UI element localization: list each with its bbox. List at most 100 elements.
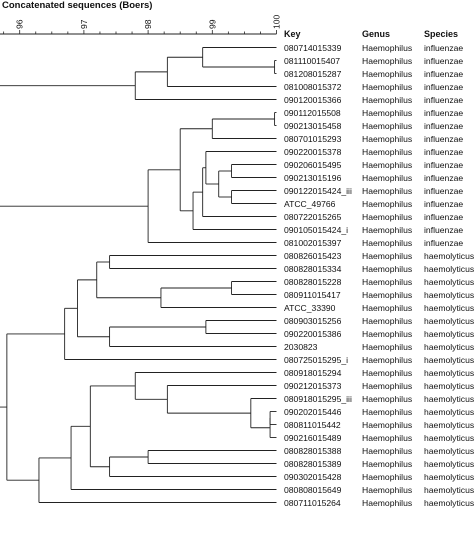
table-row: 080918015295_iii Haemophilus haemolyticus xyxy=(0,394,474,407)
table-row: 090213015196 Haemophilus influenzae xyxy=(0,173,474,186)
table-row: 090220015386 Haemophilus haemolyticus xyxy=(0,329,474,342)
cell-key: 081208015287 xyxy=(284,68,342,79)
cell-key: 080711015264 xyxy=(284,497,341,508)
cell-key: 080701015293 xyxy=(284,133,342,144)
cell-key: 080918015295_iii xyxy=(284,393,352,404)
cell-genus: Haemophilus xyxy=(362,393,413,404)
header-key: Key xyxy=(284,29,301,39)
axis-tick-label: 97 xyxy=(79,19,89,29)
table-row: 080918015294 Haemophilus haemolyticus xyxy=(0,368,474,381)
table-row: 090216015489 Haemophilus haemolyticus xyxy=(0,433,474,446)
table-row: ATCC_49766 Haemophilus influenzae xyxy=(0,199,474,212)
cell-genus: Haemophilus xyxy=(362,289,413,300)
cell-key: 090112015508 xyxy=(284,107,341,118)
table-row: 080903015256 Haemophilus haemolyticus xyxy=(0,316,474,329)
cell-genus: Haemophilus xyxy=(362,484,413,495)
cell-genus: Haemophilus xyxy=(362,172,413,183)
table-row: 080828015388 Haemophilus haemolyticus xyxy=(0,446,474,459)
table-row: 090212015373 Haemophilus haemolyticus xyxy=(0,381,474,394)
cell-genus: Haemophilus xyxy=(362,120,413,131)
table-row: 080811015442 Haemophilus haemolyticus xyxy=(0,420,474,433)
cell-species: influenzae xyxy=(424,211,464,222)
cell-genus: Haemophilus xyxy=(362,107,413,118)
cell-key: 080903015256 xyxy=(284,315,342,326)
table-row: 080701015293 Haemophilus influenzae xyxy=(0,134,474,147)
cell-genus: Haemophilus xyxy=(362,367,413,378)
cell-species: influenzae xyxy=(424,146,464,157)
axis-tick-label: 100 xyxy=(272,15,282,29)
cell-genus: Haemophilus xyxy=(362,445,413,456)
cell-key: 080828015334 xyxy=(284,263,342,274)
cell-genus: Haemophilus xyxy=(362,354,413,365)
cell-genus: Haemophilus xyxy=(362,276,413,287)
cell-species: haemolyticus xyxy=(424,458,474,469)
cell-genus: Haemophilus xyxy=(362,419,413,430)
table-row: 090120015366 Haemophilus influenzae xyxy=(0,95,474,108)
cell-genus: Haemophilus xyxy=(362,237,413,248)
cell-key: 080828015388 xyxy=(284,445,342,456)
cell-species: influenzae xyxy=(424,42,464,53)
cell-species: haemolyticus xyxy=(424,406,474,417)
table-row: 080911015417 Haemophilus haemolyticus xyxy=(0,290,474,303)
cell-species: haemolyticus xyxy=(424,367,474,378)
cell-genus: Haemophilus xyxy=(362,432,413,443)
cell-genus: Haemophilus xyxy=(362,55,413,66)
table-row: 080828015334 Haemophilus haemolyticus xyxy=(0,264,474,277)
cell-genus: Haemophilus xyxy=(362,341,413,352)
cell-genus: Haemophilus xyxy=(362,263,413,274)
cell-species: influenzae xyxy=(424,55,464,66)
table-row: 080722015265 Haemophilus influenzae xyxy=(0,212,474,225)
cell-key: 081008015372 xyxy=(284,81,342,92)
cell-genus: Haemophilus xyxy=(362,250,413,261)
cell-species: haemolyticus xyxy=(424,497,474,508)
dendrogram-branches xyxy=(0,47,277,503)
cell-key: ATCC_33390 xyxy=(284,302,336,313)
cell-species: haemolyticus xyxy=(424,276,474,287)
table-row: 081008015372 Haemophilus influenzae xyxy=(0,82,474,95)
table-row: ATCC_33390 Haemophilus haemolyticus xyxy=(0,303,474,316)
cell-genus: Haemophilus xyxy=(362,133,413,144)
cell-genus: Haemophilus xyxy=(362,146,413,157)
cell-key: 090122015424_iii xyxy=(284,185,352,196)
cell-species: influenzae xyxy=(424,237,464,248)
cell-genus: Haemophilus xyxy=(362,302,413,313)
axis-tick-label: 99 xyxy=(207,19,217,29)
cell-species: haemolyticus xyxy=(424,289,474,300)
cell-species: haemolyticus xyxy=(424,419,474,430)
axis-tick-label: 96 xyxy=(15,19,25,29)
cell-key: 080828015228 xyxy=(284,276,342,287)
table-row: 080725015295_i Haemophilus haemolyticus xyxy=(0,355,474,368)
cell-key: 090212015373 xyxy=(284,380,342,391)
cell-genus: Haemophilus xyxy=(362,328,413,339)
cell-species: haemolyticus xyxy=(424,380,474,391)
table-row: 090105015424_i Haemophilus influenzae xyxy=(0,225,474,238)
table-row: 081110015407 Haemophilus influenzae xyxy=(0,56,474,69)
cell-key: 081110015407 xyxy=(284,55,341,66)
cell-key: 090220015378 xyxy=(284,146,342,157)
cell-genus: Haemophilus xyxy=(362,185,413,196)
chart-title: Concatenated sequences (Boers) xyxy=(2,0,153,11)
cell-species: influenzae xyxy=(424,68,464,79)
cell-species: influenzae xyxy=(424,94,464,105)
cell-key: 080722015265 xyxy=(284,211,342,222)
table-row: 090122015424_iii Haemophilus influenzae xyxy=(0,186,474,199)
cell-key: 080725015295_i xyxy=(284,354,349,365)
cell-key: 090120015366 xyxy=(284,94,342,105)
table-row: 080828015389 Haemophilus haemolyticus xyxy=(0,459,474,472)
cell-genus: Haemophilus xyxy=(362,471,413,482)
axis-tick-label: 98 xyxy=(143,19,153,29)
cell-key: ATCC_49766 xyxy=(284,198,336,209)
cell-species: haemolyticus xyxy=(424,263,474,274)
cell-genus: Haemophilus xyxy=(362,224,413,235)
cell-species: influenzae xyxy=(424,107,464,118)
cell-key: 090216015489 xyxy=(284,432,342,443)
cell-species: influenzae xyxy=(424,185,464,196)
table-row: 090302015428 Haemophilus haemolyticus xyxy=(0,472,474,485)
table-row: 081208015287 Haemophilus influenzae xyxy=(0,69,474,82)
header-genus: Genus xyxy=(362,29,391,39)
cell-key: 080918015294 xyxy=(284,367,342,378)
cell-key: 090302015428 xyxy=(284,471,342,482)
cell-genus: Haemophilus xyxy=(362,198,413,209)
cell-species: haemolyticus xyxy=(424,432,474,443)
cell-species: haemolyticus xyxy=(424,302,474,313)
